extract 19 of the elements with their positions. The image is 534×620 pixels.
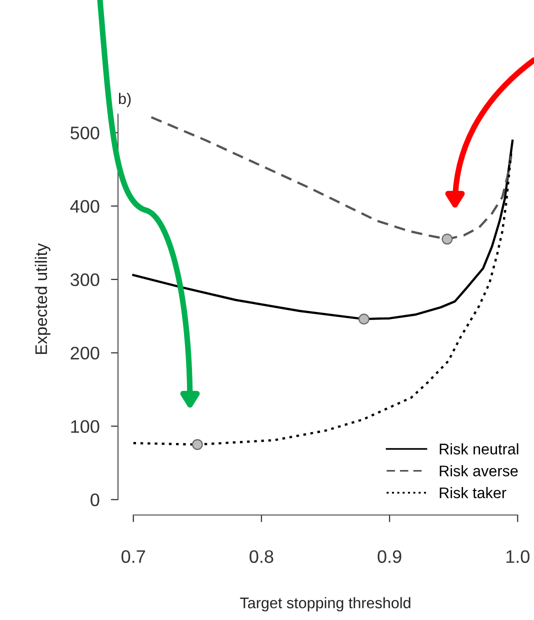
y-tick-label: 200: [70, 346, 100, 360]
x-tick-label: 0.9: [378, 550, 402, 563]
x-tick-label: 0.8: [250, 550, 274, 563]
legend-label: Risk neutral: [440, 443, 518, 454]
y-tick-label: 100: [71, 420, 100, 433]
x-tick-label: 0.7: [122, 550, 146, 563]
y-tick-label: 500: [70, 126, 100, 140]
y-tick-label: 300: [70, 273, 100, 286]
y-axis-title: Expected utility: [34, 243, 50, 354]
y-tick-label: 0: [90, 494, 100, 506]
legend-label: Risk averse: [440, 465, 518, 476]
point: [192, 439, 203, 450]
point: [358, 314, 370, 325]
x-axis-title: Target stopping threshold: [240, 597, 410, 612]
legend-label: Risk taker: [440, 487, 506, 498]
text: b): [118, 92, 131, 108]
point: [442, 234, 453, 245]
x-tick-label: 1.0: [506, 550, 530, 563]
y-tick-label: 400: [70, 200, 100, 213]
